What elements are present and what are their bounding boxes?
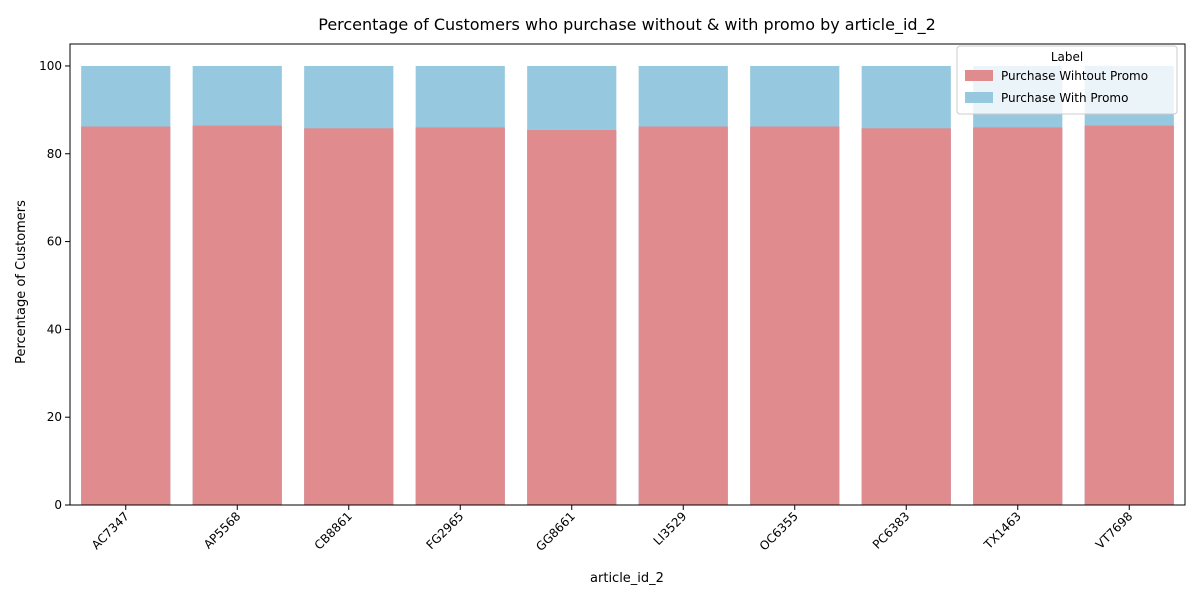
y-tick-label: 0 <box>54 498 62 512</box>
bar-without-promo-VT7698 <box>1084 125 1174 506</box>
x-tick-label: LI3529 <box>651 509 690 548</box>
legend-title: Label <box>1051 50 1083 64</box>
plot-area <box>69 43 1186 506</box>
y-tick-label: 80 <box>47 147 62 161</box>
y-tick-label: 40 <box>47 322 62 336</box>
x-tick-label: OC6355 <box>757 509 801 553</box>
y-axis: 0 20 40 60 80 100 <box>39 59 70 512</box>
legend: Label Purchase Wihtout Promo Purchase With… <box>956 45 1178 115</box>
legend-label: Purchase With Promo <box>1001 91 1128 105</box>
bar-without-promo-CB8861 <box>304 128 394 505</box>
x-axis: AC7347 AP5568 CB8861 FG2965 GG8661 LI3529 OC63… <box>89 505 1135 554</box>
bar-without-promo-TX1463 <box>973 127 1063 506</box>
x-tick-label: GG8661 <box>533 509 578 554</box>
x-tick-label: TX1463 <box>981 509 1024 552</box>
bar-without-promo-AP5568 <box>192 125 282 506</box>
bar-without-promo-GG8661 <box>527 130 617 505</box>
bar-without-promo-FG2965 <box>415 127 505 506</box>
legend-swatch <box>965 92 993 103</box>
x-tick-label: AP5568 <box>201 509 243 551</box>
y-tick-label: 60 <box>47 235 62 249</box>
x-tick-label: VT7698 <box>1093 509 1135 551</box>
x-axis-label: article_id_2 <box>590 571 664 586</box>
y-tick-label: 20 <box>47 410 62 424</box>
plot-frame <box>69 43 1186 506</box>
x-tick-label: AC7347 <box>89 509 132 552</box>
y-tick-label: 100 <box>39 59 62 73</box>
legend-box <box>956 45 1178 115</box>
x-tick-label: CB8861 <box>312 509 355 552</box>
y-axis-label: Percentage of Customers <box>14 200 29 364</box>
x-tick-label: PC6383 <box>870 509 913 552</box>
bar-without-promo-OC6355 <box>750 126 840 505</box>
legend-label: Purchase Wihtout Promo <box>1001 69 1148 83</box>
x-tick-label: FG2965 <box>423 509 466 552</box>
chart-title: Percentage of Customers who purchase wit… <box>318 15 936 35</box>
bar-without-promo-PC6383 <box>861 128 951 505</box>
legend-swatch <box>965 70 993 81</box>
bar-without-promo-AC7347 <box>81 126 171 505</box>
bar-without-promo-LI3529 <box>638 126 728 505</box>
